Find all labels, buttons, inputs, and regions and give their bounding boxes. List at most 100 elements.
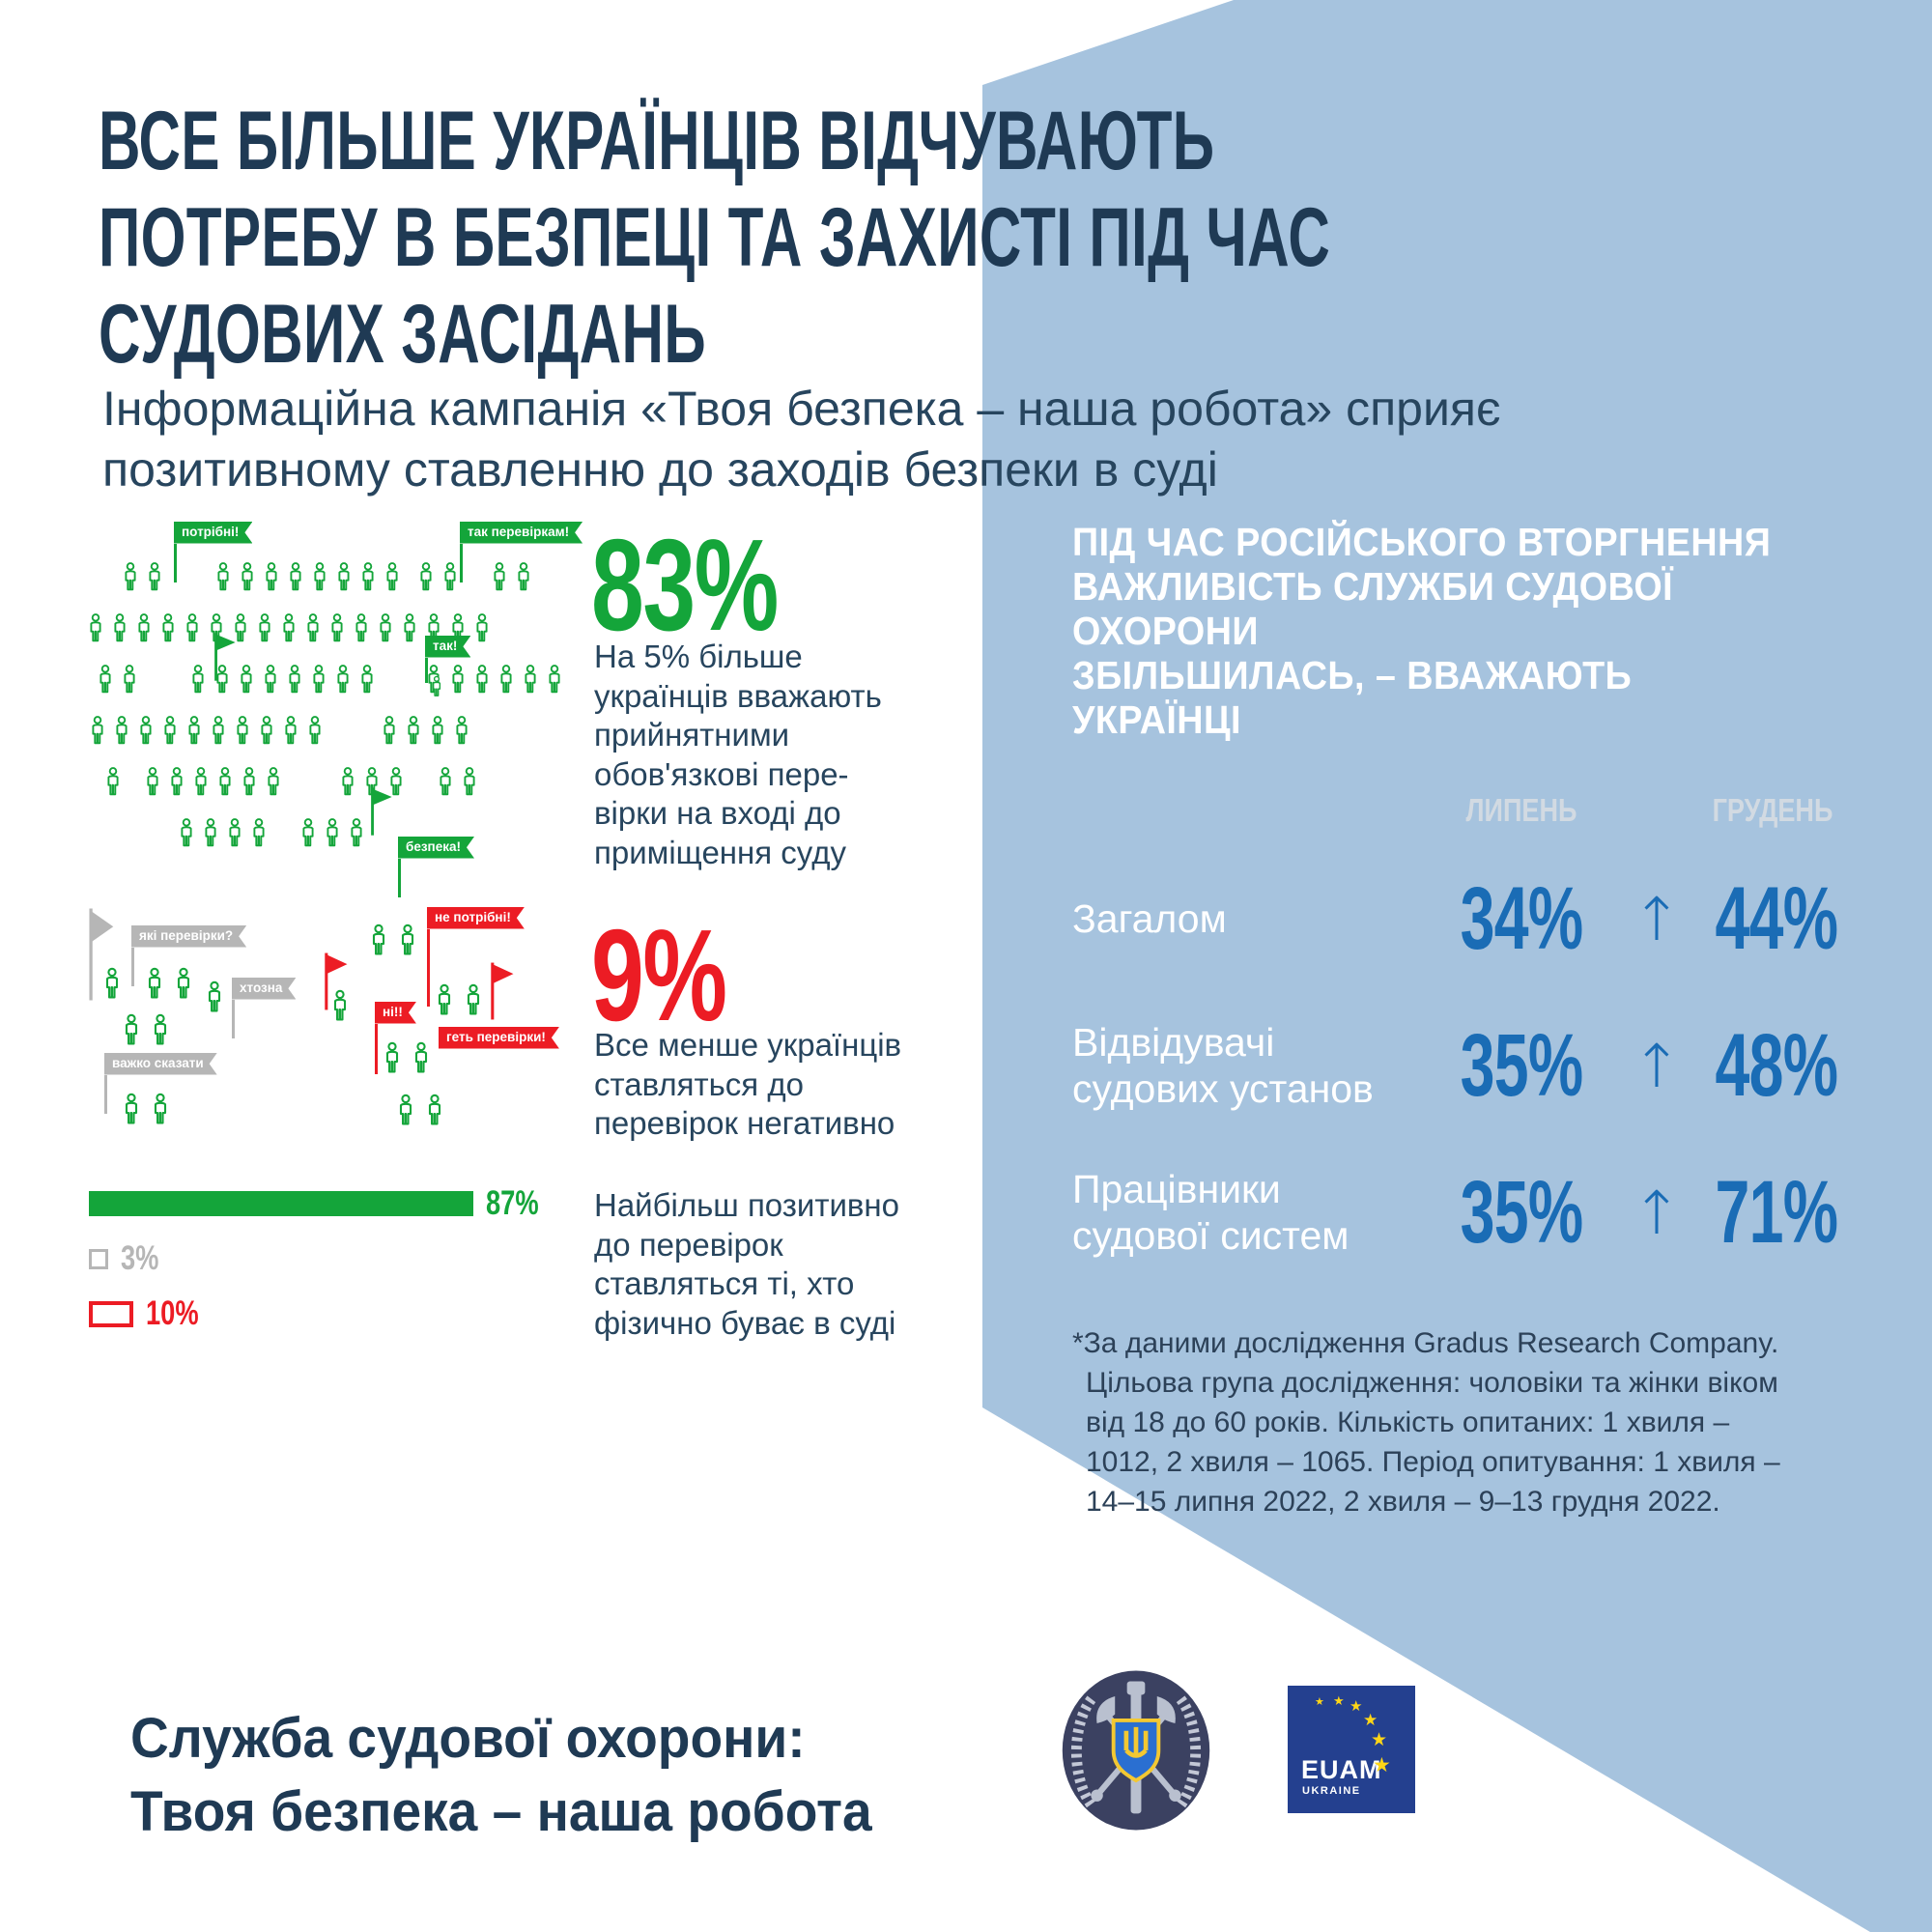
person-icon	[435, 762, 456, 801]
person-icon	[214, 762, 236, 801]
stat-83-description: На 5% більше українців вважають прийнятн…	[594, 639, 882, 870]
person-icon	[308, 660, 329, 698]
row-label: Відвідувачі судових установ	[1072, 1020, 1374, 1111]
table-row: Загалом 34% ↑ 44%	[1072, 862, 1855, 976]
green-crowd-rows	[81, 545, 566, 852]
person-icon	[254, 609, 275, 647]
person-icon	[396, 923, 419, 957]
flag-pennant-icon	[489, 961, 516, 1021]
person-icon	[187, 660, 209, 698]
person-icon	[120, 1012, 143, 1047]
person-icon	[120, 557, 141, 596]
crowd-banner: так!	[425, 636, 470, 682]
person-icon	[403, 711, 424, 750]
person-icon	[182, 609, 203, 647]
bar-gray	[89, 1248, 108, 1269]
person-icon	[184, 711, 205, 750]
person-icon	[133, 609, 155, 647]
crowd-banner: не потрібні!	[427, 907, 525, 1005]
person-icon	[190, 762, 212, 801]
person-icon	[278, 609, 299, 647]
row-december-value: 44%	[1715, 868, 1838, 968]
increase-arrow-icon: ↑	[1632, 1177, 1682, 1248]
person-icon	[356, 660, 378, 698]
person-icon	[236, 660, 257, 698]
person-icon	[367, 923, 390, 957]
court-security-service-emblem	[1062, 1670, 1210, 1831]
survey-panel: ПІД ЧАС РОСІЙСЬКОГО ВТОРГНЕННЯ ВАЖЛИВІСТ…	[1072, 520, 1855, 1521]
person-icon	[394, 1093, 417, 1127]
person-icon	[357, 557, 379, 596]
panel-column-headers: ЛИПЕНЬ ГРУДЕНЬ	[1072, 792, 1855, 829]
person-icon	[232, 711, 253, 750]
person-icon	[327, 609, 348, 647]
stat-83-value: 83%	[591, 512, 779, 658]
person-icon	[87, 711, 108, 750]
star-icon: ★	[1315, 1696, 1324, 1708]
attitude-bar-chart: 87% 3% 10%	[89, 1184, 572, 1350]
star-icon: ★	[1373, 1754, 1391, 1776]
row-december-value: 48%	[1715, 1015, 1838, 1115]
person-icon	[120, 1092, 143, 1126]
table-row: Відвідувачі судових установ 35% ↑ 48%	[1072, 1009, 1855, 1122]
person-icon	[459, 762, 480, 801]
person-icon	[109, 609, 130, 647]
euam-logo-subtext: UKRAINE	[1302, 1785, 1361, 1797]
page-title: ВСЕ БІЛЬШЕ УКРАЇНЦІВ ВІДЧУВАЮТЬ ПОТРЕБУ …	[99, 95, 1331, 381]
bar-green-label: 87%	[486, 1184, 539, 1222]
bar-green	[89, 1191, 473, 1216]
person-icon	[332, 660, 354, 698]
person-icon	[433, 982, 456, 1017]
star-icon: ★	[1350, 1698, 1363, 1715]
increase-arrow-icon: ↑	[1632, 883, 1682, 954]
person-icon	[496, 660, 517, 698]
row-label: Працівники судової систем	[1072, 1167, 1350, 1258]
person-icon	[302, 609, 324, 647]
person-icon	[451, 711, 472, 750]
crowd-banner: важко сказати	[104, 1053, 217, 1113]
person-icon	[149, 1012, 172, 1047]
row-july-value: 35%	[1460, 1015, 1583, 1115]
euam-ukraine-logo: EUAM UKRAINE ★ ★ ★ ★ ★ ★	[1288, 1686, 1415, 1813]
person-icon	[322, 813, 343, 852]
person-icon	[135, 711, 156, 750]
person-icon	[520, 660, 541, 698]
crowd-banner: ні!!	[375, 1002, 416, 1072]
person-icon	[337, 762, 358, 801]
bar-red-label: 10%	[146, 1294, 199, 1332]
crowd-banner: потрібні!	[174, 522, 252, 582]
person-icon	[381, 1040, 404, 1075]
person-icon	[142, 762, 163, 801]
research-footnote: *За даними дослідження Gradus Research C…	[1072, 1327, 1780, 1518]
person-icon	[237, 557, 258, 596]
person-icon	[176, 813, 197, 852]
person-icon	[261, 557, 282, 596]
person-icon	[544, 660, 565, 698]
flag-pennant-icon	[213, 632, 238, 682]
person-icon	[284, 660, 305, 698]
panel-heading: ПІД ЧАС РОСІЙСЬКОГО ВТОРГНЕННЯ ВАЖЛИВІСТ…	[1072, 520, 1772, 742]
person-icon	[208, 711, 229, 750]
stat-9-value: 9%	[591, 902, 727, 1048]
person-icon	[440, 557, 461, 596]
person-icon	[462, 982, 485, 1017]
column-july: ЛИПЕНЬ	[1465, 792, 1577, 828]
person-icon	[410, 1040, 433, 1075]
person-icon	[375, 609, 396, 647]
person-icon	[309, 557, 330, 596]
crowd-banner: безпека!	[398, 837, 474, 896]
crowd-banner: хтозна	[232, 978, 296, 1037]
person-icon	[471, 660, 493, 698]
person-icon	[144, 557, 165, 596]
crowd-banner: так перевіркам!	[460, 522, 582, 582]
person-icon	[328, 988, 352, 1023]
row-july-value: 35%	[1460, 1162, 1583, 1262]
person-icon	[346, 813, 367, 852]
person-icon	[298, 813, 319, 852]
person-icon	[382, 557, 403, 596]
column-december: ГРУДЕНЬ	[1712, 792, 1833, 828]
person-icon	[280, 711, 301, 750]
person-icon	[149, 1092, 172, 1126]
row-label: Загалом	[1072, 896, 1227, 941]
